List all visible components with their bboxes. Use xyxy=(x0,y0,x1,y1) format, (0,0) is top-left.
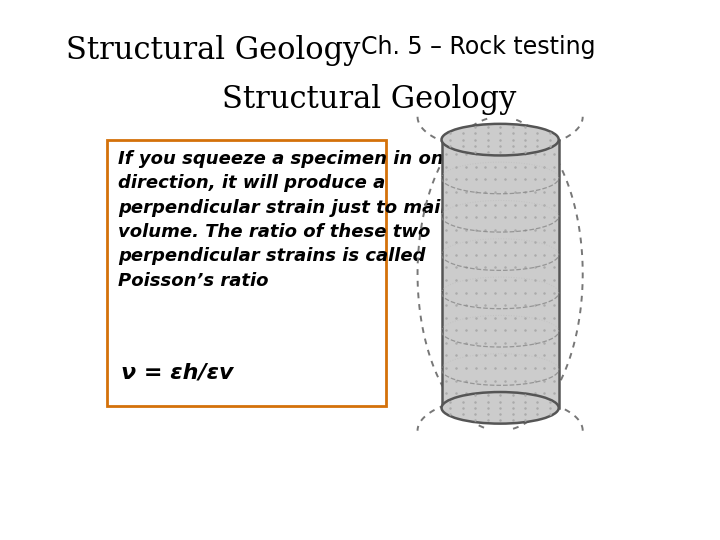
Ellipse shape xyxy=(441,124,559,156)
Text: Structural Geology Ch. 5 – Rock testing: Structural Geology Ch. 5 – Rock testing xyxy=(96,84,642,112)
Text: If you squeeze a specimen in one
direction, it will produce a
perpendicular stra: If you squeeze a specimen in one directi… xyxy=(118,150,493,289)
Ellipse shape xyxy=(441,392,559,424)
Bar xyxy=(441,140,559,408)
Text: ν = εh/εv: ν = εh/εv xyxy=(121,363,233,383)
Text: Structural Geology: Structural Geology xyxy=(222,84,516,114)
Text: Ch. 5 – Rock testing: Ch. 5 – Rock testing xyxy=(361,35,596,59)
Text: Structural Geology: Structural Geology xyxy=(66,35,360,66)
